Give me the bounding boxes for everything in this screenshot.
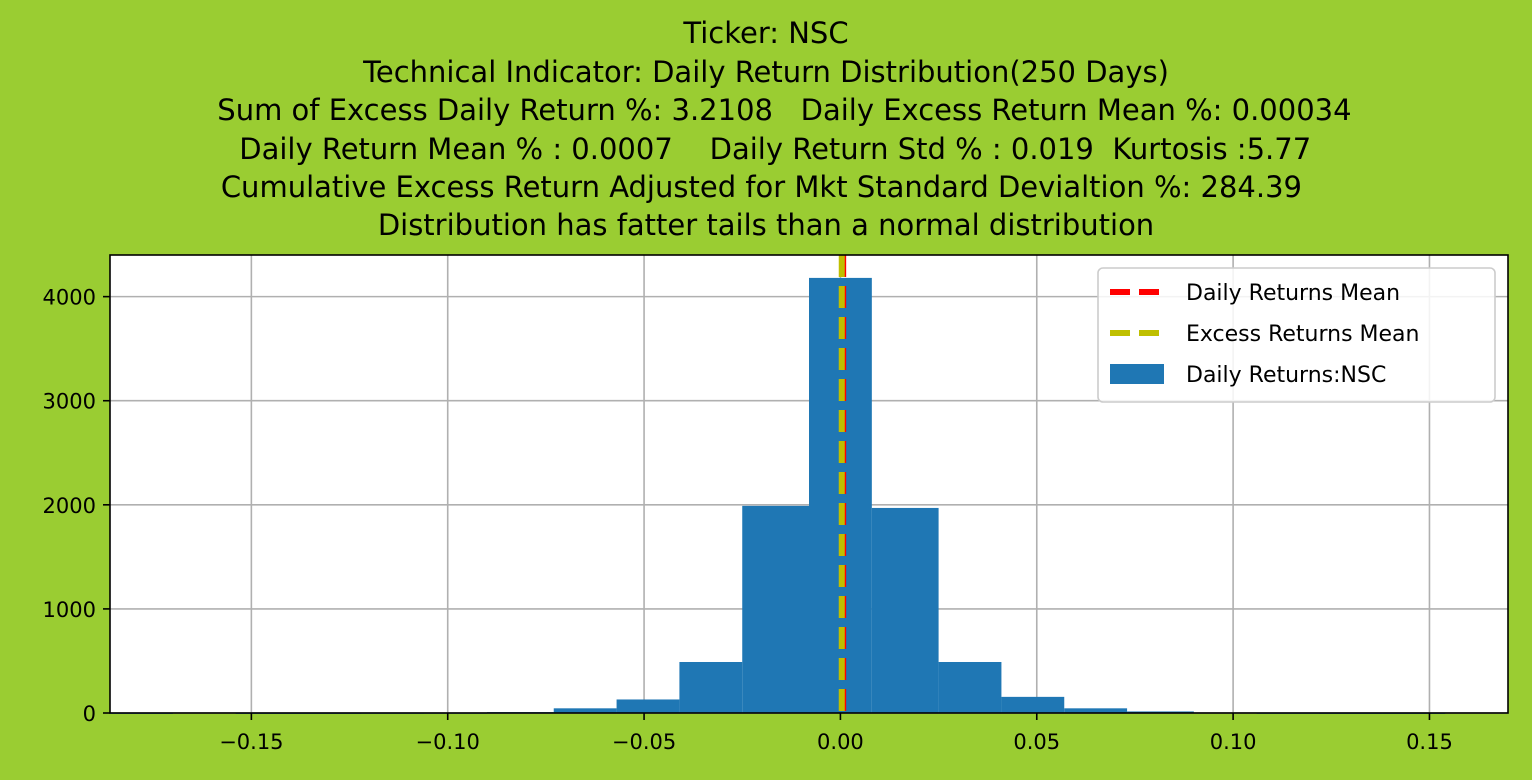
x-tick-label: 0.15 [1406, 730, 1453, 754]
plot-frame [109, 254, 1509, 714]
x-tick-label: 0.00 [817, 730, 864, 754]
y-tick-label: 0 [83, 702, 96, 726]
x-tick-label: −0.15 [219, 730, 283, 754]
histogram-bar [742, 505, 809, 713]
histogram-bars [110, 277, 1446, 714]
histogram-bar [616, 699, 680, 713]
histogram-bar [938, 661, 1002, 713]
title-line-indicator: Technical Indicator: Daily Return Distri… [363, 55, 1169, 89]
y-tick-label: 4000 [43, 286, 96, 310]
legend: Daily Returns Mean Excess Returns Mean Dai… [1097, 267, 1496, 403]
title-line-ticker: Ticker: NSC [683, 16, 849, 50]
title-line-return-stats: Daily Return Mean % : 0.0007 Daily Retur… [220, 132, 1312, 166]
legend-box [1097, 267, 1496, 403]
histogram-bar [871, 507, 939, 713]
title-line-cumulative: Cumulative Excess Return Adjusted for Mk… [220, 170, 1312, 204]
y-axis: 0 1000 2000 3000 4000 [43, 286, 110, 726]
title-line-distribution-note: Distribution has fatter tails than a nor… [377, 208, 1155, 242]
histogram-bar [1064, 708, 1128, 713]
legend-patch-swatch [1110, 364, 1164, 384]
mean-lines [838, 255, 847, 713]
y-tick-label: 3000 [43, 390, 96, 414]
histogram-bar [679, 661, 743, 713]
y-tick-label: 1000 [43, 598, 96, 622]
y-tick-label: 2000 [43, 494, 96, 518]
x-tick-label: −0.05 [612, 730, 676, 754]
legend-label: Daily Returns Mean [1186, 281, 1400, 306]
x-tick-label: −0.10 [416, 730, 480, 754]
x-tick-label: 0.10 [1210, 730, 1257, 754]
x-axis: −0.15 −0.10 −0.05 0.00 0.05 0.10 0.15 [219, 713, 1453, 754]
legend-label: Daily Returns:NSC [1186, 363, 1386, 388]
title-line-excess-stats: Sum of Excess Daily Return %: 3.2108 Dai… [180, 93, 1352, 127]
histogram-bar [1001, 696, 1065, 713]
histogram-bar [553, 708, 617, 713]
legend-label: Excess Returns Mean [1186, 322, 1419, 347]
x-tick-label: 0.05 [1013, 730, 1060, 754]
